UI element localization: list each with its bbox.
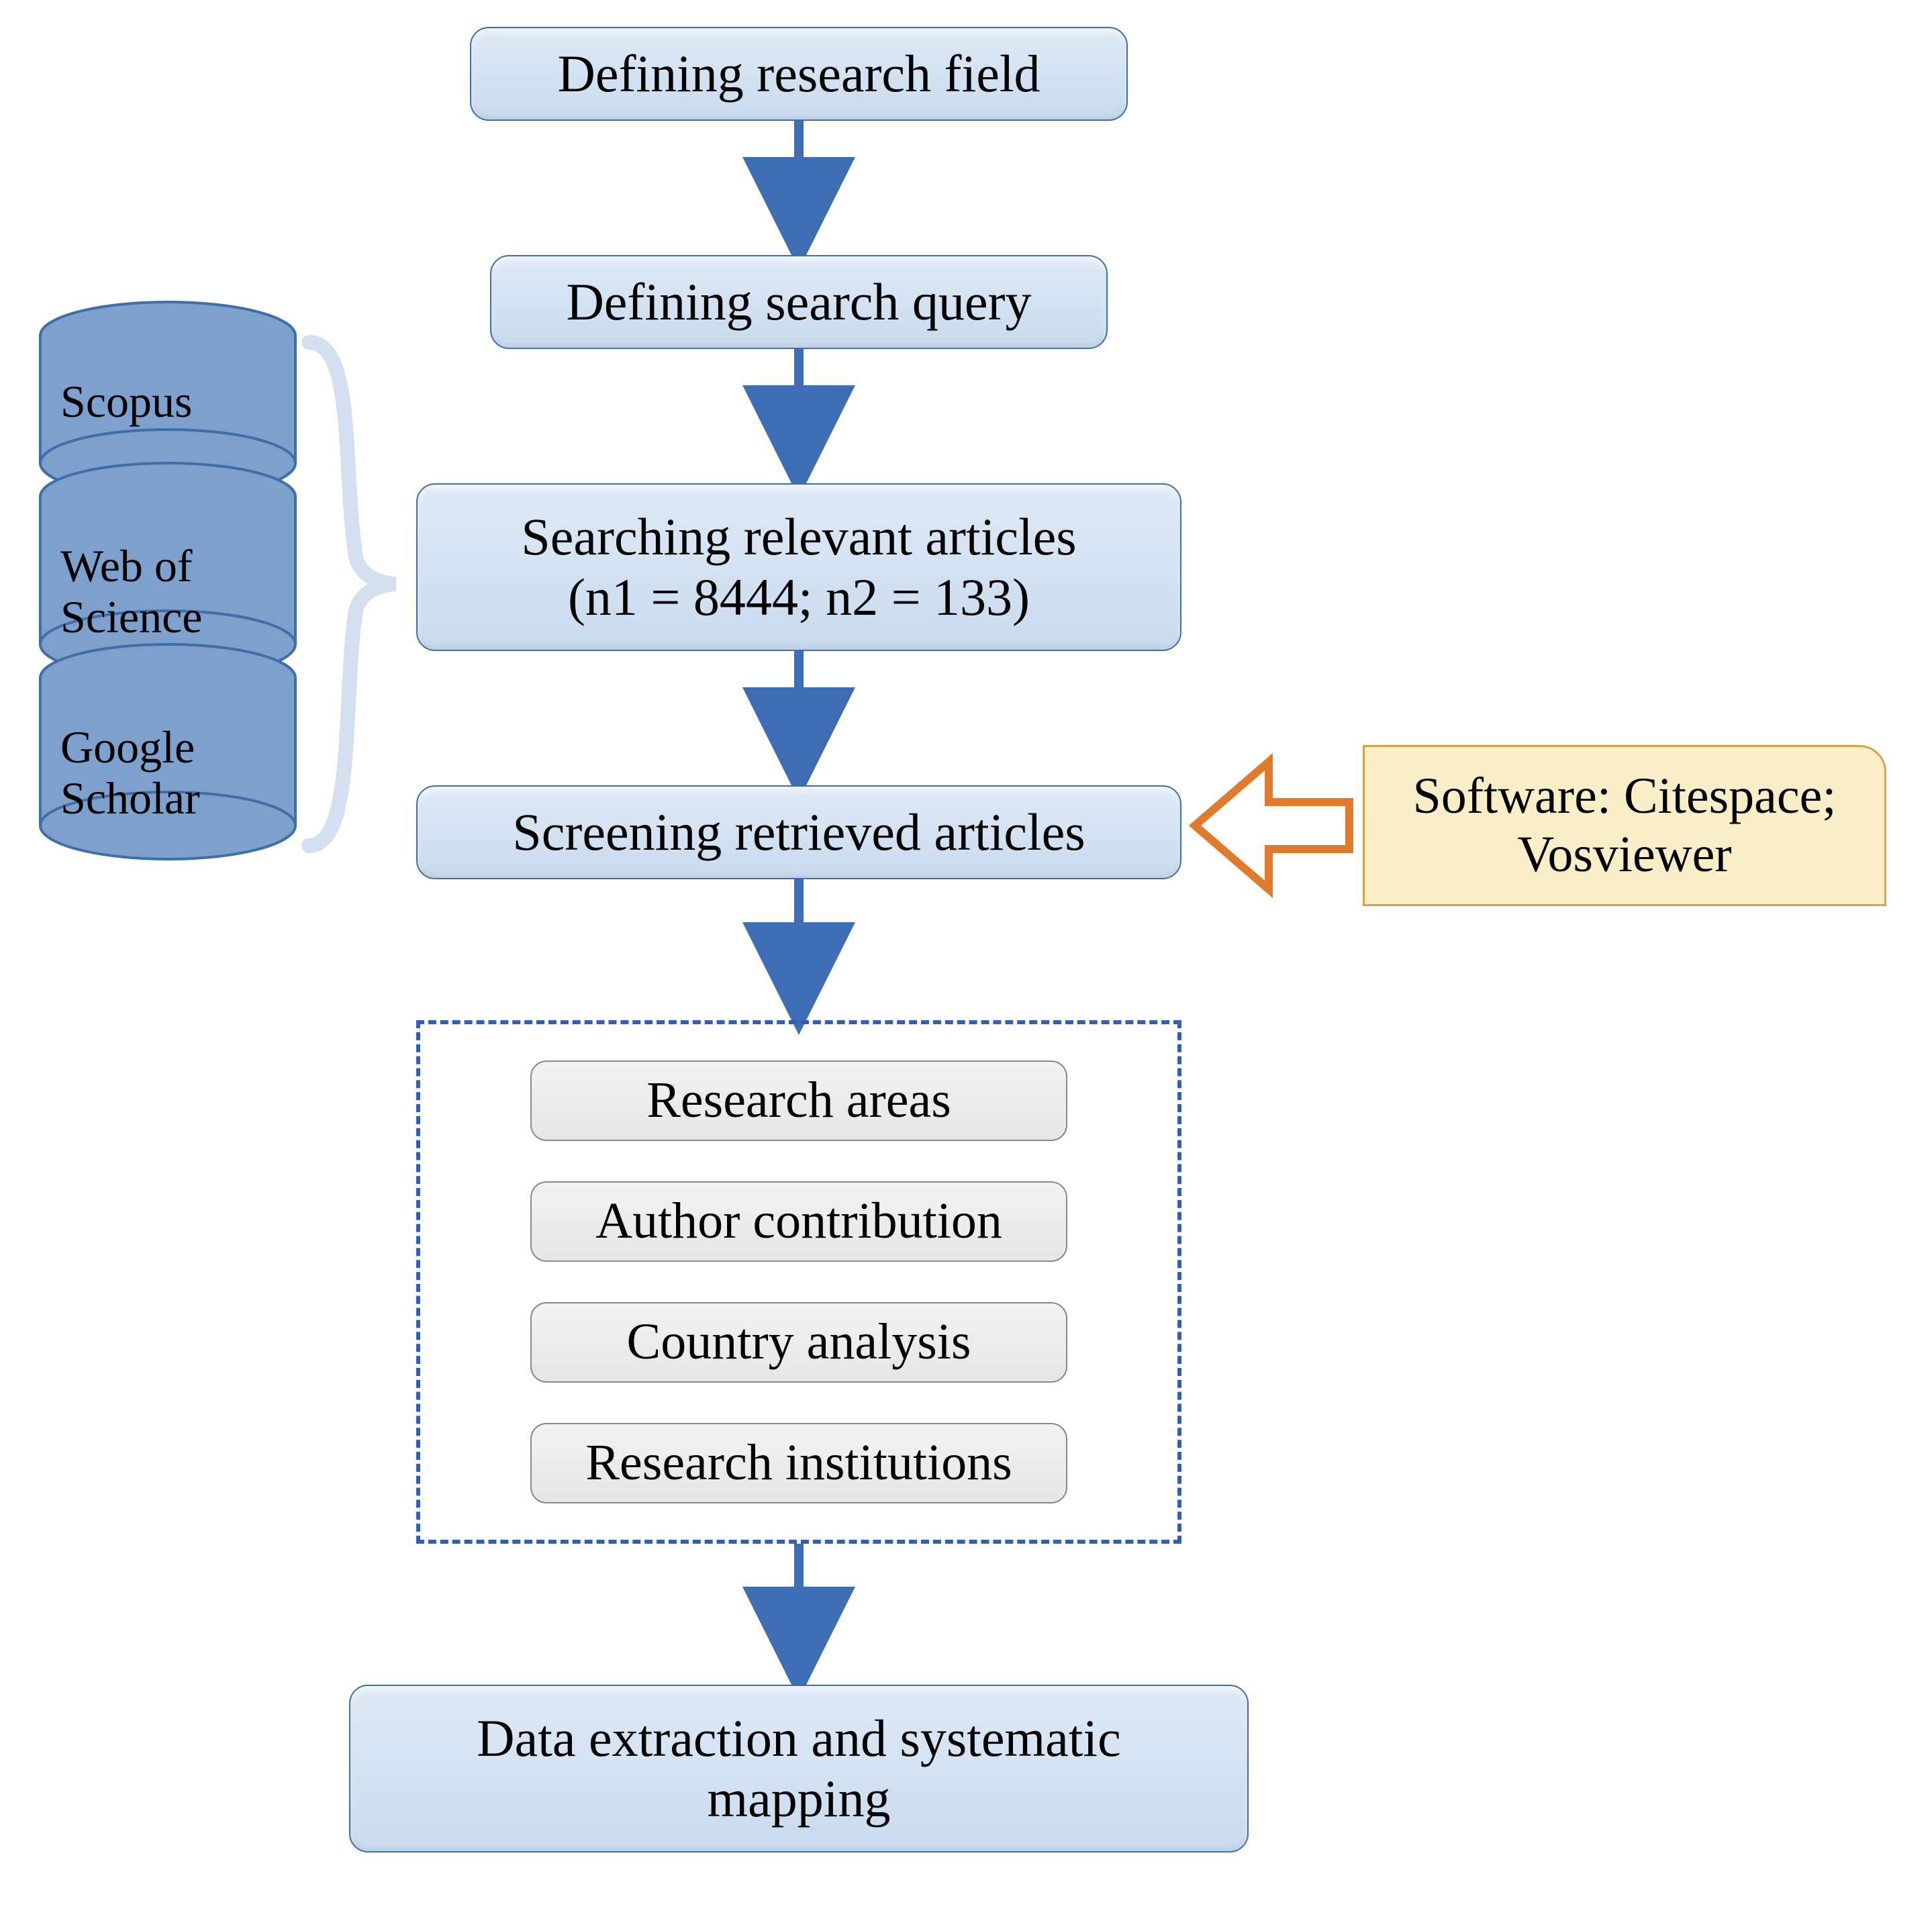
db-label-wos: Web of Science — [60, 540, 275, 642]
step-data-extraction: Data extraction and systematic mapping — [349, 1685, 1249, 1852]
step-defining-field: Defining research field — [470, 27, 1128, 121]
analysis-country: Country analysis — [530, 1302, 1067, 1383]
analysis-text: Country analysis — [627, 1313, 971, 1371]
analysis-text: Research areas — [646, 1071, 951, 1130]
step-text: Data extraction and systematic mapping — [477, 1708, 1120, 1828]
step-searching-articles: Searching relevant articles (n1 = 8444; … — [416, 483, 1181, 651]
analysis-research-areas: Research areas — [530, 1060, 1067, 1141]
step-defining-query: Defining search query — [490, 255, 1108, 349]
db-label-text: Google Scholar — [60, 722, 200, 824]
analysis-text: Author contribution — [595, 1192, 1002, 1250]
db-label-text: Web of Science — [60, 540, 202, 642]
step-text: Defining search query — [566, 272, 1031, 332]
hollow-arrow — [1195, 762, 1349, 889]
db-label-scopus: Scopus — [60, 376, 275, 427]
software-box: Software: Citespace; Vosviewer — [1363, 745, 1886, 906]
software-text: Software: Citespace; Vosviewer — [1412, 767, 1836, 885]
analysis-institutions: Research institutions — [530, 1423, 1067, 1503]
step-text: Screening retrieved articles — [512, 802, 1085, 862]
curly-brace — [309, 342, 396, 846]
analysis-text: Research institutions — [585, 1434, 1012, 1492]
step-text: Searching relevant articles (n1 = 8444; … — [521, 507, 1076, 627]
analysis-author-contribution: Author contribution — [530, 1181, 1067, 1262]
flowchart-canvas: Scopus Web of Science Google Scholar Def… — [0, 0, 1932, 1929]
step-screening-articles: Screening retrieved articles — [416, 785, 1181, 879]
step-text: Defining research field — [558, 44, 1041, 104]
db-label-scholar: Google Scholar — [60, 722, 275, 824]
db-label-text: Scopus — [60, 376, 192, 427]
